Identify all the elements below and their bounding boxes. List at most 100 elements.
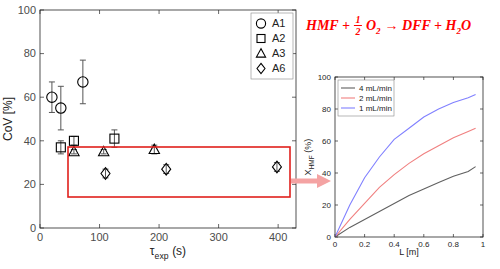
equation: HMF +12O2→ DFF + H2O bbox=[305, 14, 471, 37]
y-tick-right bbox=[480, 109, 483, 110]
x-tick-top bbox=[99, 10, 100, 14]
error-stem bbox=[82, 60, 83, 104]
error-cap bbox=[58, 153, 64, 154]
error-cap bbox=[111, 129, 117, 130]
x-tick bbox=[394, 234, 395, 237]
error-stem bbox=[105, 169, 106, 178]
point bbox=[56, 103, 66, 113]
x-tick-label: 0.2 bbox=[359, 240, 371, 249]
y-tick bbox=[335, 141, 338, 142]
line bbox=[335, 128, 476, 237]
y-tick-label: 100 bbox=[318, 73, 332, 82]
y-tick-label: 60 bbox=[322, 137, 331, 146]
x-tick bbox=[159, 224, 160, 228]
plot-frame bbox=[335, 77, 483, 237]
y-tick-label: 20 bbox=[24, 178, 36, 190]
y-tick-label: 100 bbox=[18, 4, 36, 16]
error-bar bbox=[111, 130, 117, 147]
x-tick-label: 0 bbox=[333, 240, 338, 249]
error-cap bbox=[71, 153, 77, 154]
x-tick bbox=[218, 224, 219, 228]
x-tick-label: 0 bbox=[37, 231, 43, 243]
equation-water-end: O bbox=[461, 18, 471, 33]
chart-scatter: 0100200300400020406080100τexp(s)CoV [%]A… bbox=[1, 4, 296, 261]
legend: A1 A2 A3 A6 bbox=[251, 13, 293, 79]
x-tick-label: 400 bbox=[269, 231, 287, 243]
x-tick-label: 200 bbox=[150, 231, 168, 243]
error-stem bbox=[103, 150, 104, 154]
x-tick bbox=[453, 234, 454, 237]
legend-label: A2 bbox=[272, 32, 285, 44]
legend-label: A6 bbox=[272, 62, 285, 74]
x-tick-top bbox=[364, 77, 365, 80]
y-tick bbox=[335, 109, 338, 110]
legend-label: 2 mL/min bbox=[359, 94, 392, 103]
error-bar bbox=[58, 86, 64, 130]
y-tick-right bbox=[480, 173, 483, 174]
legend-marker bbox=[257, 63, 265, 73]
x-tick-top bbox=[159, 10, 160, 14]
legend-label: 4 mL/min bbox=[359, 84, 392, 93]
x-tick-top bbox=[423, 77, 424, 80]
error-bar bbox=[80, 60, 86, 104]
y-tick-right bbox=[292, 140, 296, 141]
error-stem bbox=[60, 86, 61, 130]
data-group bbox=[47, 60, 282, 179]
plot-background bbox=[40, 10, 296, 228]
highlight-box bbox=[68, 147, 290, 197]
error-cap bbox=[58, 129, 64, 130]
legend-label: A3 bbox=[272, 47, 285, 59]
error-stem bbox=[166, 165, 167, 174]
legend-label: A1 bbox=[272, 17, 285, 29]
figure: 0100200300400020406080100τexp(s)CoV [%]A… bbox=[0, 0, 500, 269]
point bbox=[69, 136, 78, 145]
y-tick bbox=[335, 173, 338, 174]
y-tick-label: 0 bbox=[327, 233, 332, 242]
error-stem bbox=[73, 150, 74, 154]
chart-line: 00.20.40.60.81020406080100L [m]XHMF(%)4 … bbox=[303, 73, 486, 257]
x-tick bbox=[423, 234, 424, 237]
y-tick-right bbox=[480, 141, 483, 142]
y-tick bbox=[40, 53, 44, 54]
x-tick-label: 0.6 bbox=[418, 240, 430, 249]
y-tick-label: 40 bbox=[24, 135, 36, 147]
plot-background bbox=[335, 77, 483, 237]
fraction-numerator: 1 bbox=[355, 14, 360, 25]
x-tick-top bbox=[218, 10, 219, 14]
error-stem bbox=[276, 163, 277, 172]
y-tick bbox=[335, 205, 338, 206]
error-cap bbox=[49, 112, 55, 113]
x-tick-label: 300 bbox=[209, 231, 227, 243]
legend: 4 mL/min2 mL/min1 mL/min bbox=[338, 80, 394, 116]
x-tick bbox=[99, 224, 100, 228]
error-stem bbox=[73, 136, 74, 145]
y-axis-label: XHMF(%) bbox=[303, 139, 315, 176]
x-tick bbox=[278, 224, 279, 228]
x-tick-top bbox=[394, 77, 395, 80]
y-tick-label: 20 bbox=[322, 201, 331, 210]
point bbox=[47, 92, 57, 102]
point bbox=[162, 163, 171, 175]
legend-marker bbox=[256, 19, 265, 28]
legend-line bbox=[341, 107, 355, 108]
error-stem bbox=[51, 82, 52, 113]
x-axis-label: L [m] bbox=[399, 247, 419, 257]
equation-subscript: 2 bbox=[375, 26, 381, 36]
error-stem bbox=[114, 130, 115, 147]
y-tick-label: 60 bbox=[24, 91, 36, 103]
equation-products: → DFF + H bbox=[385, 18, 458, 33]
arrow-shaft bbox=[291, 179, 318, 184]
plot-frame bbox=[40, 10, 296, 228]
y-tick bbox=[40, 184, 44, 185]
error-cap bbox=[58, 86, 64, 87]
y-tick-right bbox=[480, 205, 483, 206]
equation-oxidant: O bbox=[366, 18, 376, 33]
legend-label: 1 mL/min bbox=[359, 104, 392, 113]
x-tick-top bbox=[453, 77, 454, 80]
y-tick-label: 0 bbox=[30, 222, 36, 234]
y-tick-label: 80 bbox=[322, 105, 331, 114]
x-tick bbox=[364, 234, 365, 237]
point bbox=[78, 77, 88, 87]
x-axis-label-unit: (s) bbox=[172, 244, 186, 258]
x-tick-label: 100 bbox=[90, 231, 108, 243]
